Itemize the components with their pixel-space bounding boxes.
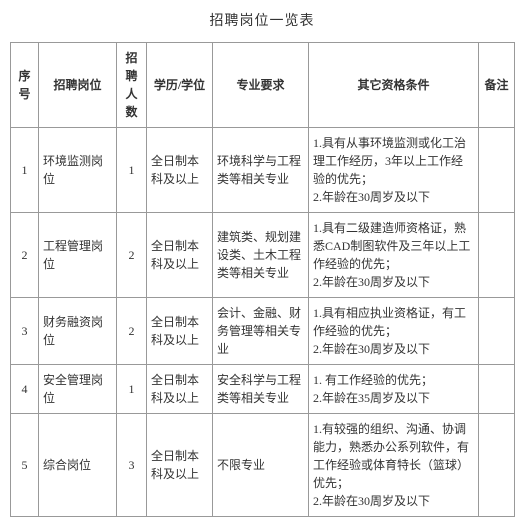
cell-qual: 1.具有二级建造师资格证，熟悉CAD制图软件及三年以上工作经验的优先； 2.年龄… [309,213,479,298]
table-row: 5综合岗位3全日制本科及以上不限专业1.有较强的组织、沟通、协调能力，熟悉办公系… [11,414,515,517]
header-count: 招聘人数 [117,43,147,128]
header-edu: 学历/学位 [147,43,213,128]
cell-qual: 1. 有工作经验的优先； 2.年龄在35周岁及以下 [309,365,479,414]
cell-qual: 1.具有相应执业资格证，有工作经验的优先； 2.年龄在30周岁及以下 [309,298,479,365]
table-header-row: 序号 招聘岗位 招聘人数 学历/学位 专业要求 其它资格条件 备注 [11,43,515,128]
cell-position: 安全管理岗位 [39,365,117,414]
cell-major: 会计、金融、财务管理等相关专业 [213,298,309,365]
table-body: 1环境监测岗位1全日制本科及以上环境科学与工程类等相关专业1.具有从事环境监测或… [11,128,515,517]
cell-seq: 4 [11,365,39,414]
cell-note [479,365,515,414]
table-row: 2工程管理岗位2全日制本科及以上建筑类、规划建设类、土木工程类等相关专业1.具有… [11,213,515,298]
cell-note [479,128,515,213]
header-major: 专业要求 [213,43,309,128]
cell-qual: 1.有较强的组织、沟通、协调能力，熟悉办公系列软件，有工作经验或体育特长（篮球）… [309,414,479,517]
cell-seq: 3 [11,298,39,365]
cell-count: 2 [117,298,147,365]
table-row: 4安全管理岗位1全日制本科及以上安全科学与工程类等相关专业1. 有工作经验的优先… [11,365,515,414]
cell-edu: 全日制本科及以上 [147,298,213,365]
cell-position: 环境监测岗位 [39,128,117,213]
header-note: 备注 [479,43,515,128]
cell-edu: 全日制本科及以上 [147,213,213,298]
cell-position: 财务融资岗位 [39,298,117,365]
recruitment-table: 序号 招聘岗位 招聘人数 学历/学位 专业要求 其它资格条件 备注 1环境监测岗… [10,42,515,517]
cell-seq: 1 [11,128,39,213]
cell-count: 2 [117,213,147,298]
cell-count: 3 [117,414,147,517]
page-title: 招聘岗位一览表 [10,10,514,30]
cell-major: 安全科学与工程类等相关专业 [213,365,309,414]
cell-edu: 全日制本科及以上 [147,414,213,517]
cell-note [479,298,515,365]
cell-count: 1 [117,365,147,414]
cell-major: 不限专业 [213,414,309,517]
header-position: 招聘岗位 [39,43,117,128]
cell-position: 工程管理岗位 [39,213,117,298]
header-seq: 序号 [11,43,39,128]
cell-position: 综合岗位 [39,414,117,517]
cell-edu: 全日制本科及以上 [147,365,213,414]
cell-major: 环境科学与工程类等相关专业 [213,128,309,213]
header-qual: 其它资格条件 [309,43,479,128]
cell-seq: 2 [11,213,39,298]
cell-count: 1 [117,128,147,213]
cell-major: 建筑类、规划建设类、土木工程类等相关专业 [213,213,309,298]
table-row: 1环境监测岗位1全日制本科及以上环境科学与工程类等相关专业1.具有从事环境监测或… [11,128,515,213]
cell-note [479,213,515,298]
cell-edu: 全日制本科及以上 [147,128,213,213]
table-row: 3财务融资岗位2全日制本科及以上会计、金融、财务管理等相关专业1.具有相应执业资… [11,298,515,365]
cell-seq: 5 [11,414,39,517]
cell-note [479,414,515,517]
cell-qual: 1.具有从事环境监测或化工治理工作经历，3年以上工作经验的优先； 2.年龄在30… [309,128,479,213]
